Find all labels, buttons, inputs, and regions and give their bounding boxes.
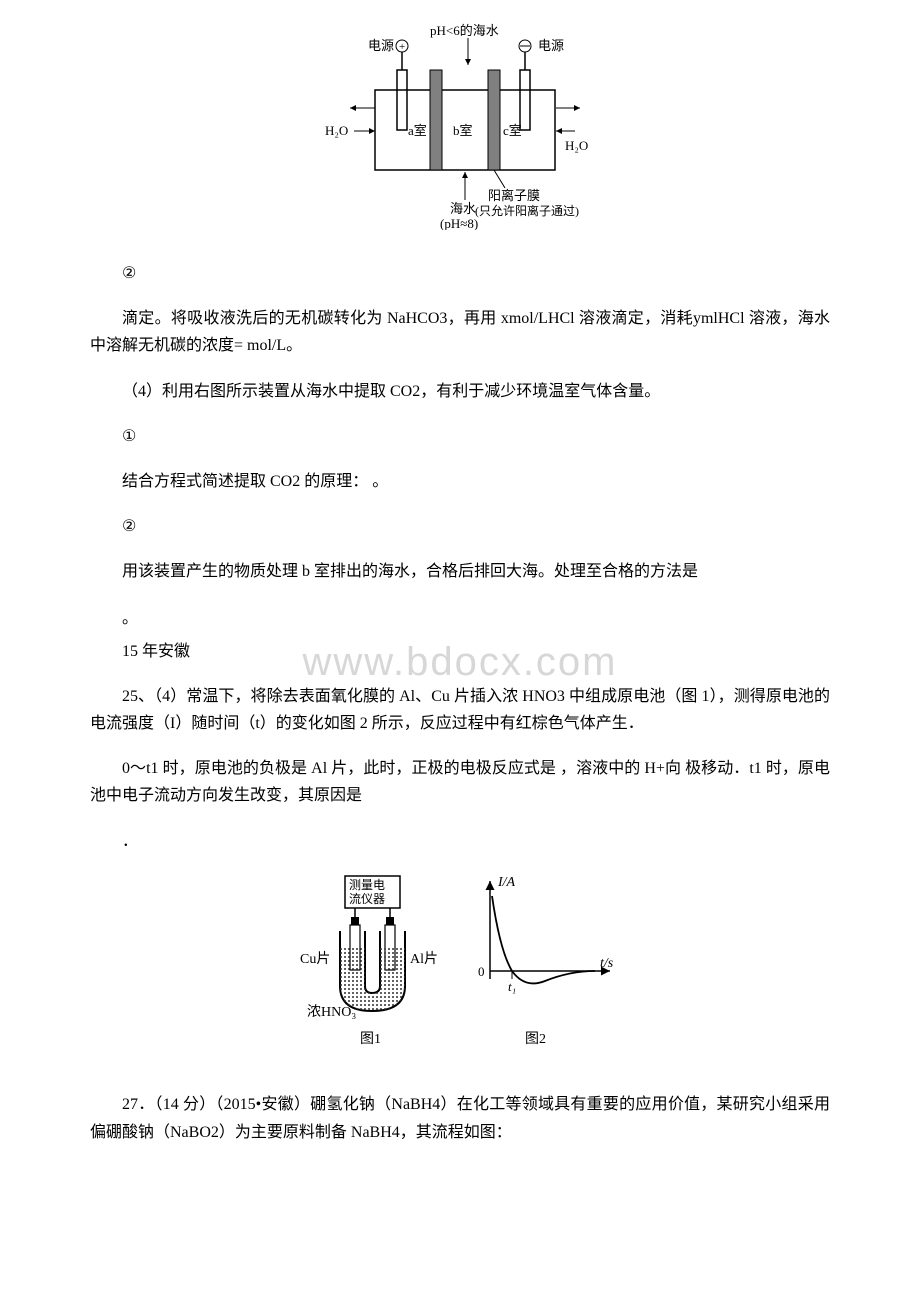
para-circled-1: ① <box>90 423 830 450</box>
para-b-room: 用该装置产生的物质处理 b 室排出的海水，合格后排回大海。处理至合格的方法是 <box>90 558 830 585</box>
meter-label-2: 流仪器 <box>349 892 385 906</box>
para-circled-2a: ② <box>90 260 830 287</box>
power-left-label: 电源 <box>368 38 394 53</box>
para-q27: 27．（14 分）（2015•安徽）硼氢化钠（NaBH4）在化工等领域具有重要的… <box>90 1091 830 1145</box>
membrane-label: 阳离子膜 <box>488 188 540 203</box>
fig1-label: 图1 <box>360 1032 381 1047</box>
seawater-label: 海水 <box>450 201 476 216</box>
para-15-anhui: 15 年安徽 <box>90 638 830 665</box>
yaxis-label: I/A <box>497 875 516 890</box>
hno3-label: 浓HNO₃ <box>307 1004 356 1020</box>
diagram1-svg: 电源 + pH<6的海水 电源 a室 b室 c室 H₂O <box>320 20 600 230</box>
para-q4: （4）利用右图所示装置从海水中提取 CO2，有利于减少环境温室气体含量。 <box>90 378 830 405</box>
xaxis-label: t/s <box>600 956 614 971</box>
power-right-label: 电源 <box>538 38 564 53</box>
para-period-2: ． <box>90 827 830 851</box>
plus-sign: + <box>399 41 405 53</box>
para-period-1: 。 <box>90 604 830 628</box>
fig2-label: 图2 <box>525 1032 546 1047</box>
al-label: Al片 <box>410 951 438 967</box>
para-q25: 25、（4）常温下，将除去表面氧化膜的 Al、Cu 片插入浓 HNO3 中组成原… <box>90 683 830 737</box>
diagram2-svg: 测量电 流仪器 Cu片 Al片 浓HNO₃ 图1 I/A t/s 0 <box>295 871 625 1051</box>
h2o-right-label: H₂O <box>565 138 588 153</box>
para-0-t1: 0～t1 时，原电池的负极是 Al 片，此时，正极的电极反应式是 ，溶液中的 H… <box>90 755 830 809</box>
para-circled-2b: ② <box>90 513 830 540</box>
meter-label-1: 测量电 <box>349 878 385 892</box>
t1-label: t₁ <box>508 979 516 994</box>
room-b-label: b室 <box>453 123 473 138</box>
ph-bottom-label: (pH≈8) <box>440 216 478 230</box>
electrolysis-diagram: 电源 + pH<6的海水 电源 a室 b室 c室 H₂O <box>90 20 830 230</box>
zero-label: 0 <box>478 964 485 979</box>
room-a-label: a室 <box>408 123 427 138</box>
para-titration: 滴定。将吸收液洗后的无机碳转化为 NaHCO3，再用 xmol/LHCl 溶液滴… <box>90 305 830 359</box>
membrane-note-label: (只允许阳离子通过) <box>475 203 579 218</box>
h2o-left-label: H₂O <box>325 123 348 138</box>
battery-diagram-container: 测量电 流仪器 Cu片 Al片 浓HNO₃ 图1 I/A t/s 0 <box>90 871 830 1051</box>
para-co2-principle: 结合方程式简述提取 CO2 的原理： 。 <box>90 468 830 495</box>
room-c-label: c室 <box>503 123 522 138</box>
cu-label: Cu片 <box>300 951 330 967</box>
ph-top-label: pH<6的海水 <box>430 23 499 38</box>
